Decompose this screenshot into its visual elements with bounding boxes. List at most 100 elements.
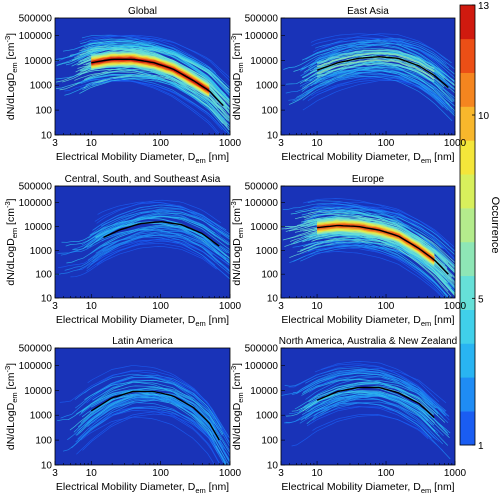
panel-5: 3 10 100 100010100100010000100000500000Lati… [3,336,242,495]
colorbar-swatch [460,377,475,412]
distribution-curve [90,66,230,123]
colorbar-swatches [460,5,475,446]
y-axis-label: dN/dLogDem [cm-3] [229,198,245,285]
distribution-curve [78,73,230,127]
distribution-curve [315,69,453,109]
distribution-curve [80,38,230,104]
y-tick-label: 500000 [19,14,53,25]
y-tick-label: 100 [35,436,52,447]
y-tick-label: 10000 [250,222,278,233]
distribution-curve [89,410,221,465]
y-axis-label: dN/dLogDem [cm-3] [3,363,19,450]
distribution-curve [88,209,230,240]
panel-title: North America, Australia & New Zealand [279,336,457,347]
distribution-curve [72,229,230,273]
distribution-curve [307,242,455,288]
plot-area [55,199,230,280]
y-tick-label: 1000 [256,81,279,92]
y-tick-label: 10 [267,461,279,472]
distribution-curve [82,215,229,250]
panel-title: Central, South, and Southeast Asia [65,174,221,185]
distribution-curve [80,416,215,465]
distribution-curve [96,199,221,224]
distribution-curve [289,396,437,441]
y-tick-label: 1000 [30,246,53,257]
x-tick-label: 10 [311,138,323,149]
distribution-curve [319,67,442,89]
distribution-curve [302,208,455,252]
panel-title: Europe [352,174,385,185]
distribution-curve [282,203,444,258]
distribution-curve [77,387,224,435]
distribution-curve [80,380,222,429]
colorbar-swatch [460,174,475,209]
distribution-curve [314,363,450,421]
distribution-curve [291,391,436,432]
colorbar-swatch [460,275,475,310]
colorbar-tick-label: 10 [478,111,490,122]
distribution-curve [313,33,447,61]
distribution-curve [292,370,434,405]
axes-frame [280,17,456,136]
distribution-curve [306,251,443,298]
distribution-curve [305,369,431,406]
x-tick-label: 3 [52,301,58,312]
colorbar-swatch [460,411,475,446]
panel-6: 3 10 100 100010100100010000100000500000Nort… [229,336,467,495]
y-axis-label: dN/dLogDem [cm-3] [229,363,245,450]
distribution-curve [310,396,444,445]
colorbar-swatch [460,241,475,277]
distribution-curve [302,371,447,417]
distribution-curve [301,41,455,84]
distribution-curve [292,240,450,298]
colorbar-swatch [460,140,475,175]
density-band [316,62,435,83]
distribution-curve [285,75,453,122]
distribution-curve [296,217,455,273]
distribution-curve [74,373,218,431]
x-axis-label: Electrical Mobility Diameter, Dem [nm] [281,151,454,165]
y-tick-label: 500000 [245,344,279,355]
panels: 3 10 100 100010100100010000100000500000Glob… [3,6,467,495]
panel-2: 3 10 100 100010100100010000100000500000East… [229,6,467,165]
distribution-curve [92,382,214,423]
panel-title: East Asia [347,6,389,17]
x-axis-label: Electrical Mobility Diameter, Dem [nm] [56,314,229,328]
x-axis-label: Electrical Mobility Diameter, Dem [nm] [56,481,229,495]
distribution-curve [302,69,444,101]
x-tick-label: 1000 [219,138,242,149]
distribution-curve [102,234,213,255]
distribution-curve [296,237,448,298]
colorbar-swatch [460,5,475,40]
distribution-curve [86,211,215,249]
distribution-curve [82,385,216,431]
density-band [316,59,435,80]
distribution-curve [82,78,225,120]
y-tick-label: 10 [41,461,53,472]
distribution-curve [304,392,451,434]
distribution-curve [315,39,455,87]
distribution-curve [312,375,449,424]
y-tick-label: 10 [41,294,53,305]
distribution-curve [58,239,216,269]
colorbar: 1 5 10 13 Occurrence [459,1,500,452]
x-tick-label: 100 [378,138,395,149]
distribution-curve [86,231,228,269]
distribution-curve [87,67,230,135]
y-tick-label: 100 [261,436,278,447]
distribution-curve [90,242,228,277]
y-tick-label: 1000 [256,411,279,422]
axes-frame [54,347,231,466]
distribution-curve [301,247,444,293]
distribution-curve [306,406,440,442]
distribution-curve [90,46,230,91]
panel-3: 3 10 100 100010100100010000100000500000Cent… [3,174,242,328]
y-tick-label: 10 [267,294,279,305]
distribution-curve [309,368,447,404]
distribution-curve [92,234,230,263]
distribution-curve [96,238,230,266]
distribution-curve [57,229,230,271]
distribution-curve [310,212,455,268]
x-tick-label: 10 [86,301,98,312]
colorbar-tick-label: 5 [478,294,484,305]
